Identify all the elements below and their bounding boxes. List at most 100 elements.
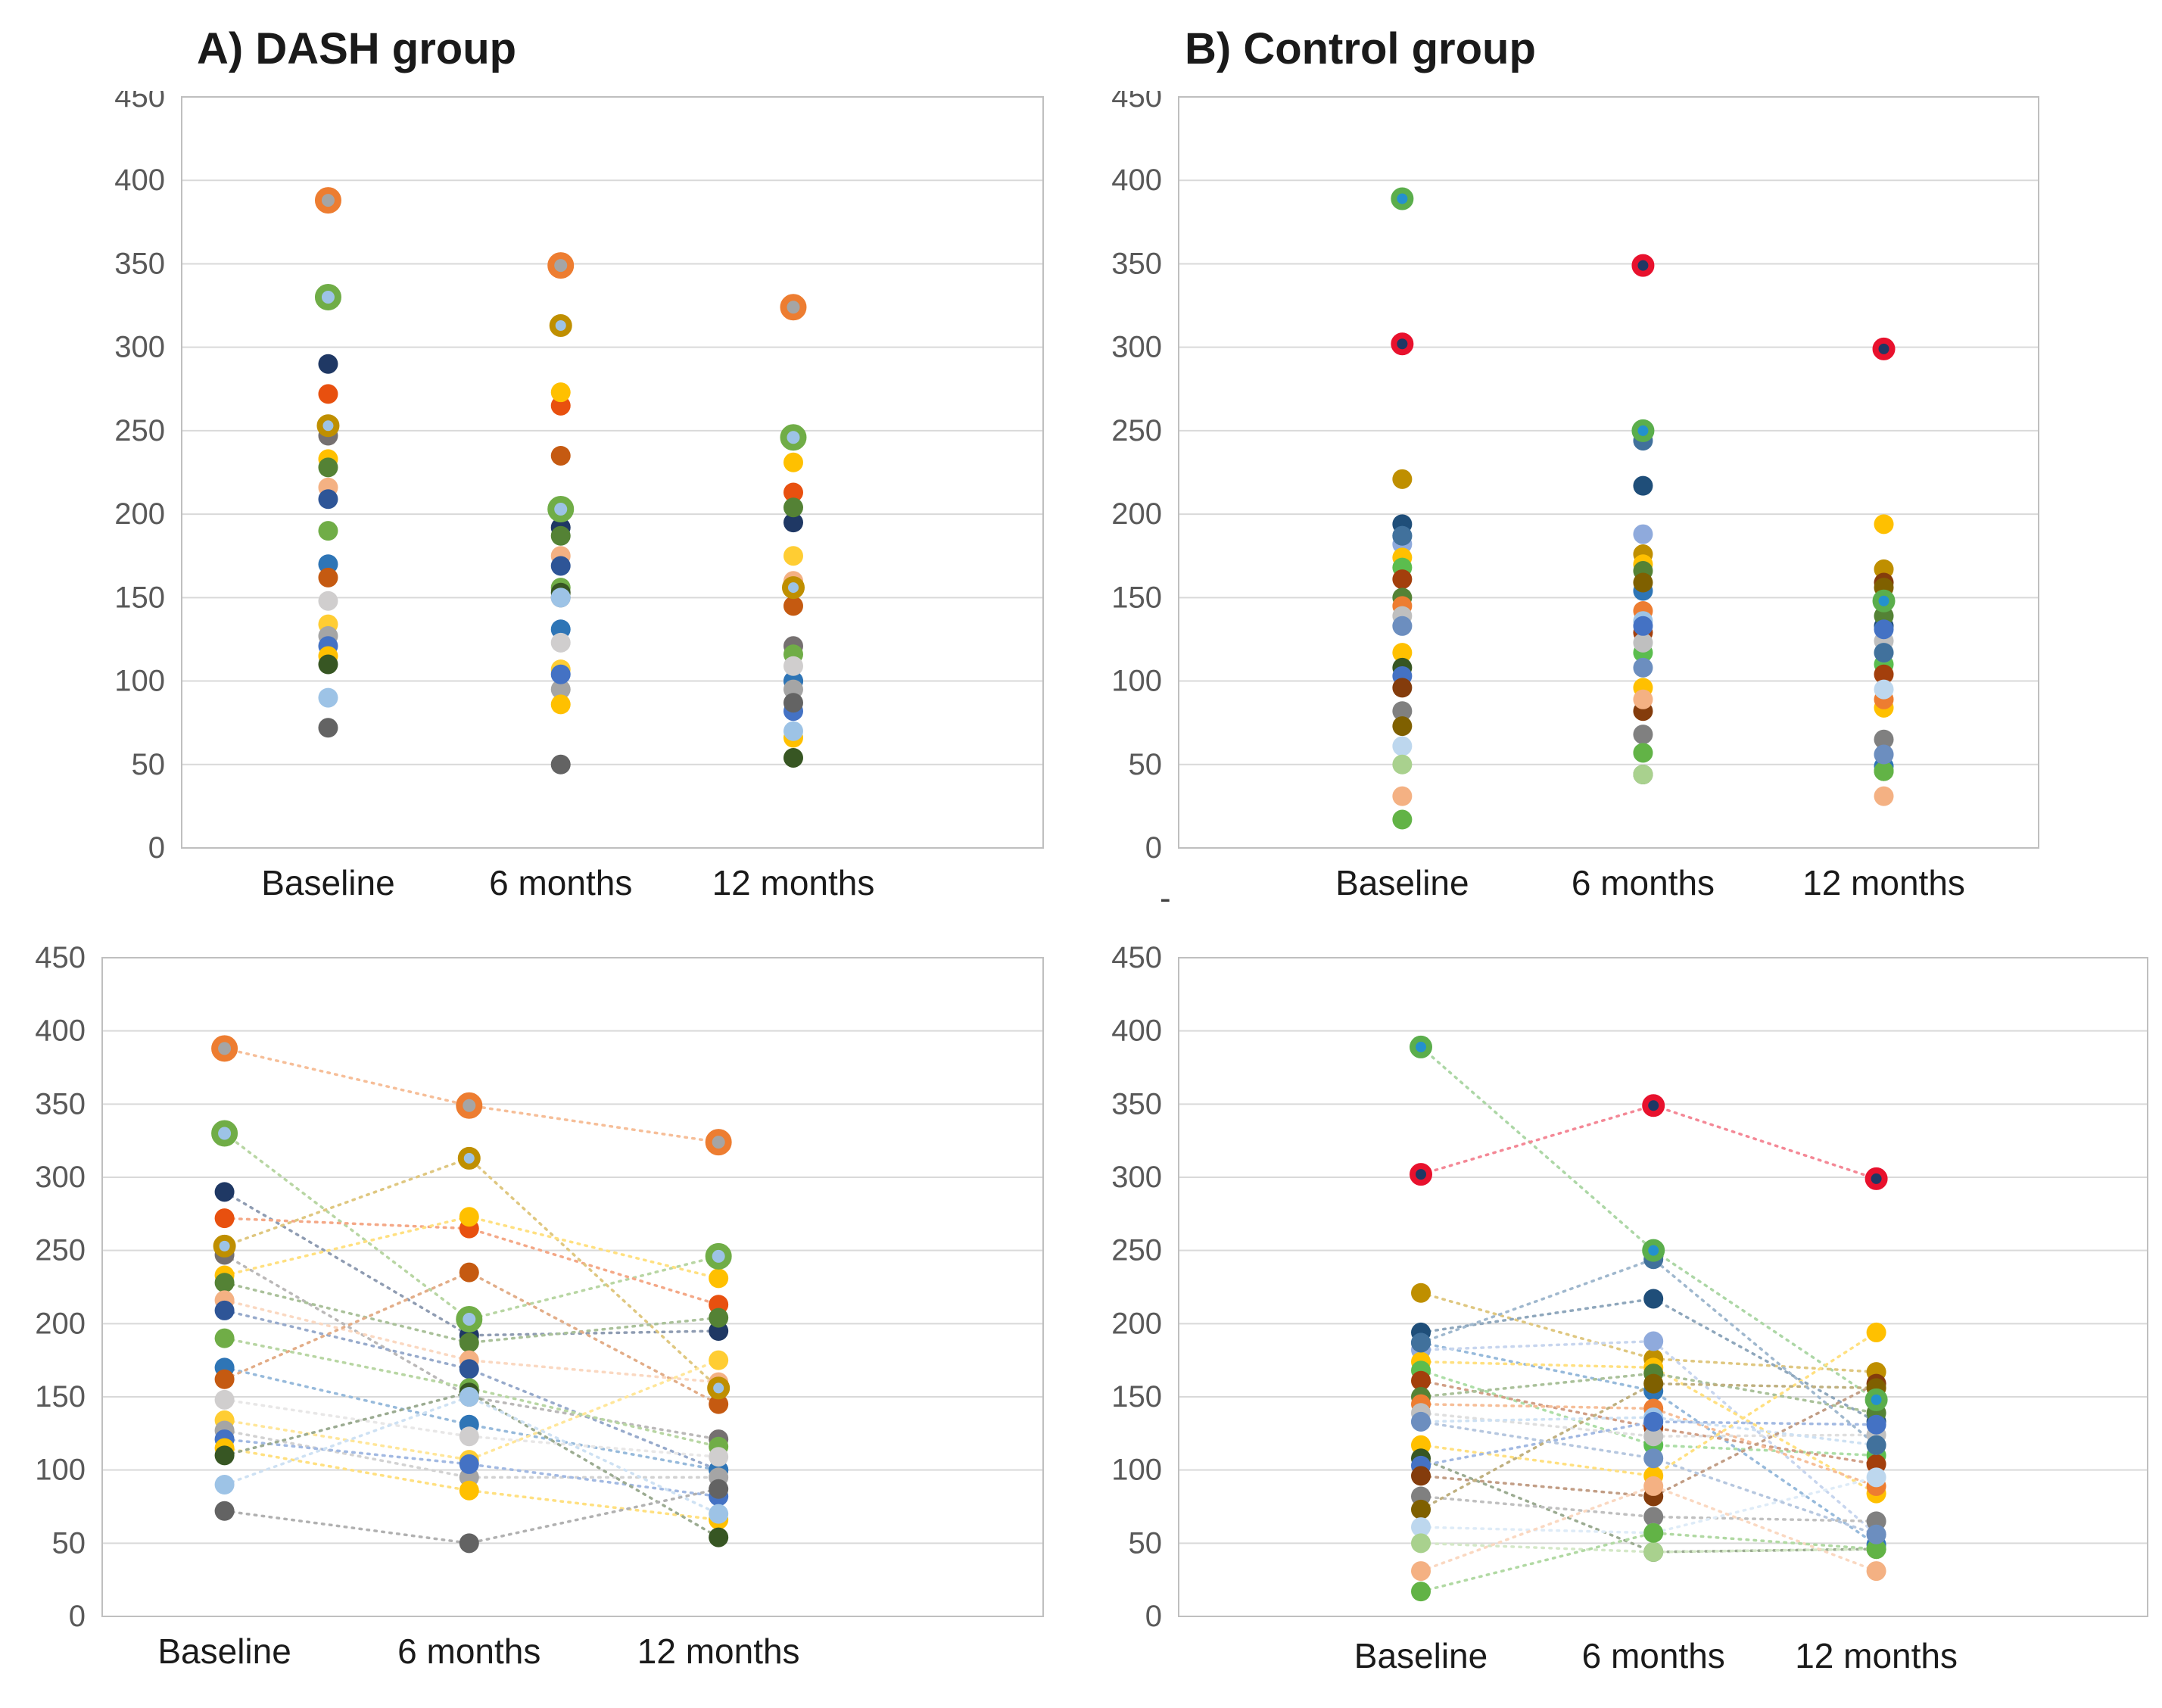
y-axis-tick-label: 300 [114,331,165,364]
data-point [783,656,803,676]
data-point [459,1454,479,1474]
data-point [1392,754,1413,775]
data-point [1874,729,1894,750]
plot-border [1178,957,2148,1617]
subject-line [1419,1416,1878,1447]
data-point [214,1369,235,1389]
data-point-ringed [707,1376,731,1400]
data-point [1392,616,1413,636]
data-point [1392,525,1413,546]
y-axis-tick-label: 250 [1111,414,1162,447]
y-axis-tick-label: 50 [132,748,166,781]
y-axis-tick-label: 450 [1111,943,1162,974]
y-axis-tick-label: 350 [1111,247,1162,280]
data-point [709,1350,729,1370]
data-point [1392,469,1413,489]
y-axis-tick-label: 350 [114,247,165,280]
data-point [1411,1332,1431,1353]
data-point [783,546,803,566]
data-point [550,632,571,653]
data-point [1633,524,1653,544]
data-point [318,489,338,510]
subject-line [1419,1258,1878,1447]
data-point [1643,1541,1664,1562]
data-point [783,693,803,713]
data-point [1392,786,1413,806]
data-point-ringed [1631,254,1655,277]
data-point [783,497,803,518]
data-point [783,747,803,768]
y-axis-tick-label: 250 [35,1234,86,1267]
data-point-ringed [316,414,340,438]
data-point [1866,1435,1886,1455]
subject-line [223,1446,720,1522]
data-point [459,1207,479,1227]
data-point [1866,1524,1886,1544]
data-point [1643,1523,1664,1543]
data-point [459,1480,479,1501]
y-axis-tick-label: 200 [114,497,165,531]
plot-border [1178,96,2039,849]
data-point-ringed [1642,1239,1665,1262]
data-point [1643,1331,1664,1351]
chart-panel-control-top: B) Control group 0 50 100 150 200 250 300 350 40… [1094,8,2154,935]
y-axis-tick-label: 350 [35,1087,86,1120]
data-point [318,457,338,478]
data-point-ringed [457,1146,481,1170]
y-axis-tick-label: 150 [1111,1380,1162,1413]
data-point [1874,664,1894,684]
data-point [1874,679,1894,700]
data-point [214,1328,235,1348]
data-point [318,567,338,588]
y-axis-tick-label: 100 [1111,665,1162,698]
y-axis-tick-label: 300 [35,1161,86,1194]
data-point [783,452,803,472]
data-point [550,664,571,684]
data-point [459,1332,479,1353]
chart-title-control: B) Control group [1185,24,1536,73]
data-point [550,588,571,608]
data-point [214,1208,235,1229]
y-axis-tick-label: 450 [114,91,165,114]
data-point [709,1504,729,1524]
y-axis-tick-label: 0 [1145,1600,1162,1633]
data-point [1411,1499,1431,1519]
data-point [1633,765,1653,785]
y-axis-tick-label: 300 [1111,331,1162,364]
data-point [1874,744,1894,765]
data-point [1643,1426,1664,1447]
data-point [1633,632,1653,653]
plot-border [101,957,1044,1617]
data-point-ringed [456,1092,483,1119]
data-point [214,1501,235,1521]
x-axis-label: 6 months [1582,1636,1725,1675]
data-point [1633,689,1653,709]
y-axis-tick-label: 0 [69,1600,86,1633]
data-point [1643,1448,1664,1469]
x-axis-label: 12 months [712,863,875,902]
data-point [1874,514,1894,535]
subject-line [1419,1104,1878,1180]
data-point-ringed [1631,419,1655,442]
x-axis-label: 12 months [637,1632,800,1671]
data-point-ringed [781,576,805,600]
data-point [550,382,571,403]
chart-title-dash: A) DASH group [197,24,517,73]
data-point [1411,1370,1431,1391]
scatter-line-chart-dash-bottom: 0 50 100 150 200 250 300 350 400 450 Baseline 6 mon… [35,943,1044,1671]
data-point-ringed [211,1120,238,1147]
y-axis-tick-label: 400 [114,164,165,197]
data-point [459,1426,479,1447]
plot-border [181,96,1044,849]
data-point [318,718,338,738]
stray-dash: - [1160,880,1171,917]
data-point [214,1300,235,1320]
y-axis-tick-label: 50 [1129,1526,1163,1560]
data-point [1643,1373,1664,1394]
data-point [1411,1582,1431,1602]
y-axis-tick-label: 200 [1111,497,1162,531]
x-axis-label: Baseline [1335,863,1469,902]
y-axis-tick-label: 300 [1111,1161,1162,1194]
data-point [550,679,571,700]
data-point [1411,1466,1431,1486]
